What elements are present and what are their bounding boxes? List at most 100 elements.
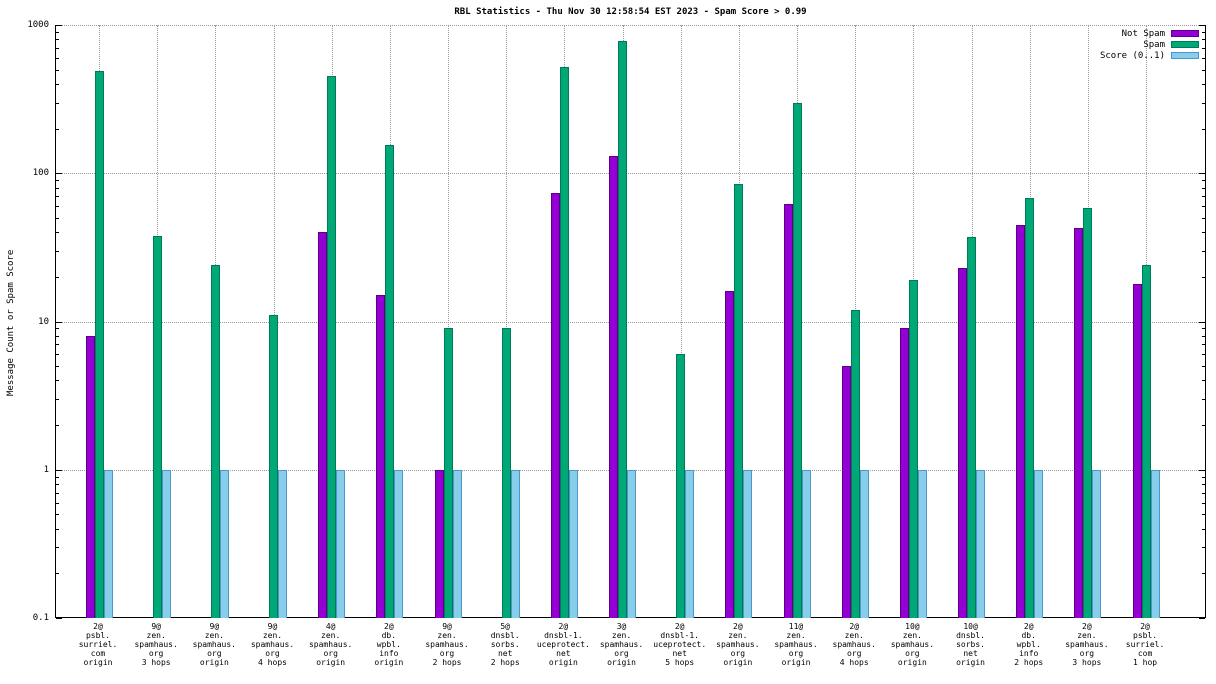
x-tick-label-line: wpbl.	[376, 640, 401, 649]
bar-not-spam	[550, 192, 560, 618]
bar-not-spam	[1132, 283, 1142, 618]
bar-not-spam	[783, 204, 793, 618]
x-tick-label-line: com	[90, 649, 106, 658]
y-tick-mark	[1199, 618, 1205, 619]
x-tick-label-line: psbl.	[1133, 631, 1158, 640]
bar-score	[801, 469, 811, 618]
x-tick-label-line: spamhaus.	[250, 640, 295, 649]
x-tick-label-line: 5 hops	[665, 658, 695, 667]
y-minor-tick	[1202, 366, 1205, 368]
bar-spam	[1083, 208, 1093, 618]
x-tick-label: 10@ dnsbl. sorbs. net origin	[931, 622, 1011, 667]
bar-spam	[269, 315, 278, 618]
x-tick-label-line: 9@	[442, 622, 452, 631]
y-minor-tick	[1202, 547, 1205, 549]
x-tick-label-line: org	[614, 649, 629, 658]
y-minor-tick	[1202, 354, 1205, 356]
bar-spam	[152, 235, 162, 618]
x-tick-label-line: org	[207, 649, 222, 658]
x-tick-label-line: 2@	[1023, 622, 1034, 631]
y-minor-tick	[1202, 492, 1205, 494]
x-tick-label-line: 2@	[733, 622, 743, 631]
x-tick-label-line: zen.	[786, 631, 806, 640]
bar-score	[278, 469, 287, 618]
legend-item-score: Score (0..1)	[1100, 50, 1199, 61]
x-tick-label-line: org	[265, 649, 280, 658]
bar-spam	[443, 328, 453, 618]
y-minor-tick	[56, 47, 59, 49]
y-tick-mark	[1199, 173, 1205, 175]
y-tick-mark	[1199, 25, 1205, 26]
x-tick-label: 9@ zen. spamhaus. org 2 hops	[407, 622, 487, 667]
y-minor-tick	[56, 217, 59, 219]
x-tick-label-line: zen.	[262, 631, 283, 640]
x-tick-label-line: origin	[897, 658, 927, 667]
bar-score	[336, 469, 346, 618]
y-minor-tick	[56, 528, 59, 530]
x-tick-label-line: dnsbl-1.	[544, 631, 583, 640]
y-minor-tick	[56, 102, 59, 104]
gridline-y	[56, 173, 1205, 175]
x-tick-label-line: psbl.	[85, 631, 111, 640]
bar-spam	[967, 237, 977, 618]
x-tick-label-line: com	[1137, 649, 1153, 658]
x-tick-label-line: org	[439, 649, 455, 658]
x-tick-label-line: spamhaus.	[774, 640, 818, 649]
x-tick-label-line: 4@	[325, 622, 336, 631]
y-minor-tick	[1202, 128, 1205, 130]
gridline-y	[56, 25, 1205, 26]
y-minor-tick	[1202, 102, 1205, 104]
x-tick-label-line: origin	[548, 658, 578, 667]
x-tick-label-line: wpbl.	[1016, 640, 1041, 649]
x-tick-label: 2@ db. wpbl. info 2 hops	[989, 622, 1069, 667]
bar-not-spam	[899, 328, 909, 618]
y-tick-label: 1	[43, 464, 49, 475]
bar-spam	[850, 309, 860, 618]
bar-score	[627, 469, 637, 618]
y-minor-tick	[56, 380, 59, 382]
y-tick-label: 10	[38, 316, 49, 327]
y-minor-tick	[56, 83, 59, 85]
bar-not-spam	[841, 366, 851, 618]
x-tick-label: 3@ zen. spamhaus. org origin	[582, 622, 662, 667]
legend-item-not-spam: Not Spam	[1100, 28, 1199, 39]
plot-area: Not Spam Spam Score (0..1)	[55, 25, 1206, 619]
x-tick-label-line: 9@	[151, 622, 161, 631]
y-minor-tick	[56, 69, 59, 71]
bar-score	[743, 469, 753, 618]
x-tick-label: 11@ zen. spamhaus. org origin	[756, 622, 836, 667]
x-tick-label-line: net	[556, 649, 571, 658]
y-minor-tick	[56, 514, 59, 516]
x-tick-label-line: 2 hops	[1014, 658, 1044, 667]
x-tick-label-line: 4 hops	[839, 658, 869, 667]
x-tick-label-line: 2@	[384, 622, 394, 631]
x-tick-label-line: 2@	[1140, 622, 1150, 631]
x-tick-label-line: spamhaus.	[134, 640, 178, 649]
y-tick-mark	[56, 25, 62, 26]
x-tick-label-line: 3 hops	[141, 658, 171, 667]
x-tick-label: 4@ zen. spamhaus. org origin	[291, 622, 371, 667]
y-minor-tick	[1202, 206, 1205, 208]
x-tick-label: 2@ zen. spamhaus. org origin	[698, 622, 778, 667]
x-tick-label-line: zen.	[902, 631, 922, 640]
bar-not-spam	[434, 469, 444, 618]
x-tick-label-line: db.	[381, 631, 397, 640]
y-minor-tick	[1202, 187, 1205, 189]
x-tick-label-line: 10@	[963, 622, 978, 631]
x-tick-label-line: org	[846, 649, 862, 658]
x-tick-label-line: net	[672, 649, 687, 658]
y-minor-tick	[56, 196, 59, 198]
y-minor-tick	[56, 31, 59, 33]
x-tick-label-line: info	[379, 649, 399, 658]
x-tick-label-line: origin	[607, 658, 636, 667]
y-minor-tick	[1202, 47, 1205, 49]
x-tick-label-line: spamhaus.	[425, 640, 469, 649]
x-tick-label-line: dnsbl.	[956, 631, 985, 640]
x-tick-label-line: 1 hop	[1133, 658, 1158, 667]
y-minor-tick	[1202, 484, 1205, 486]
y-tick-mark	[1199, 469, 1205, 471]
bar-spam	[676, 354, 686, 618]
x-tick-label: 2@ zen. spamhaus. org 4 hops	[814, 622, 894, 667]
y-minor-tick	[56, 547, 59, 549]
y-minor-tick	[1202, 180, 1205, 182]
